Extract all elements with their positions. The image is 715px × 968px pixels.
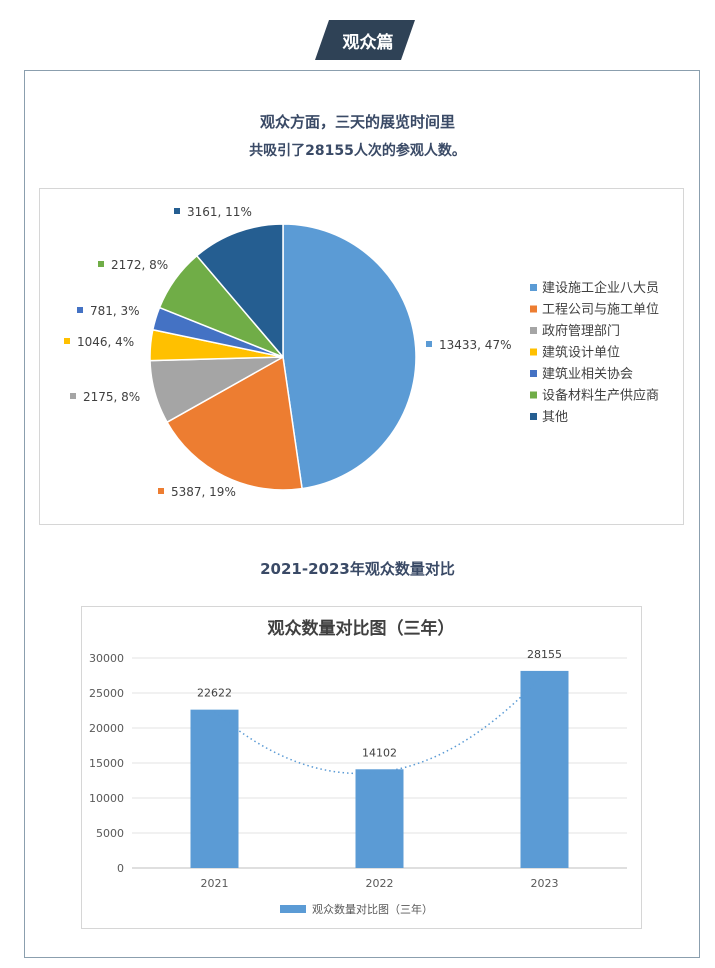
pie-label-text: 1046, 4%	[77, 335, 134, 349]
pie-legend-item: 建筑设计单位	[530, 345, 620, 361]
y-tick-label: 25000	[89, 687, 124, 700]
legend-label: 设备材料生产供应商	[542, 388, 659, 404]
legend-swatch	[530, 370, 537, 377]
header-title: 观众篇	[342, 32, 394, 53]
legend-swatch	[530, 305, 537, 313]
content-frame	[24, 70, 700, 958]
bar	[190, 709, 239, 868]
pie-label-key	[174, 208, 180, 214]
legend-swatch	[530, 348, 537, 356]
pie-label-text: 5387, 19%	[171, 485, 236, 499]
pie-legend-item: 设备材料生产供应商	[530, 388, 659, 404]
pie-label-key	[77, 307, 83, 313]
pie-slice	[166, 355, 303, 491]
y-tick-label: 20000	[89, 722, 124, 735]
legend-swatch	[280, 905, 306, 913]
legend-swatch	[530, 327, 537, 334]
intro-line-1: 观众方面，三天的展览时间里	[259, 113, 455, 131]
bar-value-label: 14102	[362, 746, 397, 759]
pie-label-key	[70, 393, 76, 399]
legend-swatch	[530, 284, 537, 291]
trend-line	[214, 672, 546, 775]
pie-label-text: 13433, 47%	[439, 338, 511, 352]
pie-legend-item: 建设施工企业八大员	[530, 280, 659, 296]
pie-data-label: 5387, 19%	[158, 485, 236, 499]
pie-label-key	[158, 488, 164, 494]
intro-line-2: 共吸引了28155人次的参观人数。	[249, 143, 466, 159]
x-tick-label: 2021	[201, 877, 229, 890]
x-tick-label: 2023	[531, 877, 559, 890]
pie-chart-panel: 13433, 47% 5387, 19% 2175, 8% 1046, 4% 781, …	[39, 188, 684, 525]
pie-label-text: 2175, 8%	[83, 390, 140, 404]
pie-data-label: 781, 3%	[77, 304, 140, 318]
pie-slice	[195, 223, 284, 360]
pie-data-label: 13433, 47%	[426, 338, 511, 352]
y-tick-label: 10000	[89, 792, 124, 805]
bar	[355, 769, 404, 868]
pie-legend-item: 政府管理部门	[530, 324, 620, 339]
bar-value-label: 22622	[197, 687, 232, 700]
legend-label: 观众数量对比图（三年）	[312, 902, 433, 916]
pie-label-key	[64, 338, 70, 344]
legend-swatch	[530, 391, 537, 399]
y-tick-label: 5000	[96, 827, 124, 840]
legend-label: 建筑业相关协会	[542, 366, 633, 382]
pie-label-key	[426, 341, 432, 347]
y-tick-label: 15000	[89, 757, 124, 770]
pie-legend-item: 其他	[530, 410, 568, 425]
pie-legend-item: 工程公司与施工单位	[530, 303, 659, 318]
pie-data-label: 1046, 4%	[64, 335, 134, 349]
pie-legend-item: 建筑业相关协会	[530, 366, 633, 382]
legend-label: 其他	[542, 410, 568, 425]
legend-label: 建设施工企业八大员	[542, 280, 659, 296]
pie-label-text: 3161, 11%	[187, 205, 252, 219]
pie-data-label: 2175, 8%	[70, 390, 140, 404]
bar	[520, 670, 569, 868]
pie-label-text: 781, 3%	[90, 304, 140, 318]
pie-chart: 13433, 47% 5387, 19% 2175, 8% 1046, 4% 781, …	[64, 205, 659, 499]
legend-label: 建筑设计单位	[542, 345, 620, 361]
legend-swatch	[530, 413, 537, 420]
pie-slice	[282, 223, 417, 490]
legend-label: 政府管理部门	[542, 324, 620, 339]
bar-legend: 观众数量对比图（三年）	[280, 902, 433, 916]
header-banner: 观众篇	[315, 20, 415, 60]
bar-chart: 观众数量对比图（三年） 0 5000 10000 15000 20000 25000 3000…	[89, 618, 627, 916]
pie-label-key	[98, 261, 104, 267]
legend-label: 工程公司与施工单位	[542, 303, 659, 318]
bar-section-heading: 2021-2023年观众数量对比	[260, 560, 455, 578]
y-tick-label: 30000	[89, 652, 124, 665]
bar-value-label: 28155	[527, 648, 562, 661]
bar-chart-title: 观众数量对比图（三年）	[267, 618, 455, 639]
y-tick-label: 0	[117, 862, 124, 875]
pie-label-text: 2172, 8%	[111, 258, 168, 272]
pie-data-label: 3161, 11%	[174, 205, 252, 219]
x-tick-label: 2022	[366, 877, 394, 890]
bar-chart-panel: 观众数量对比图（三年） 0 5000 10000 15000 20000 25000 3000…	[81, 606, 642, 929]
pie-data-label: 2172, 8%	[98, 258, 168, 272]
banner-shape	[315, 20, 415, 60]
